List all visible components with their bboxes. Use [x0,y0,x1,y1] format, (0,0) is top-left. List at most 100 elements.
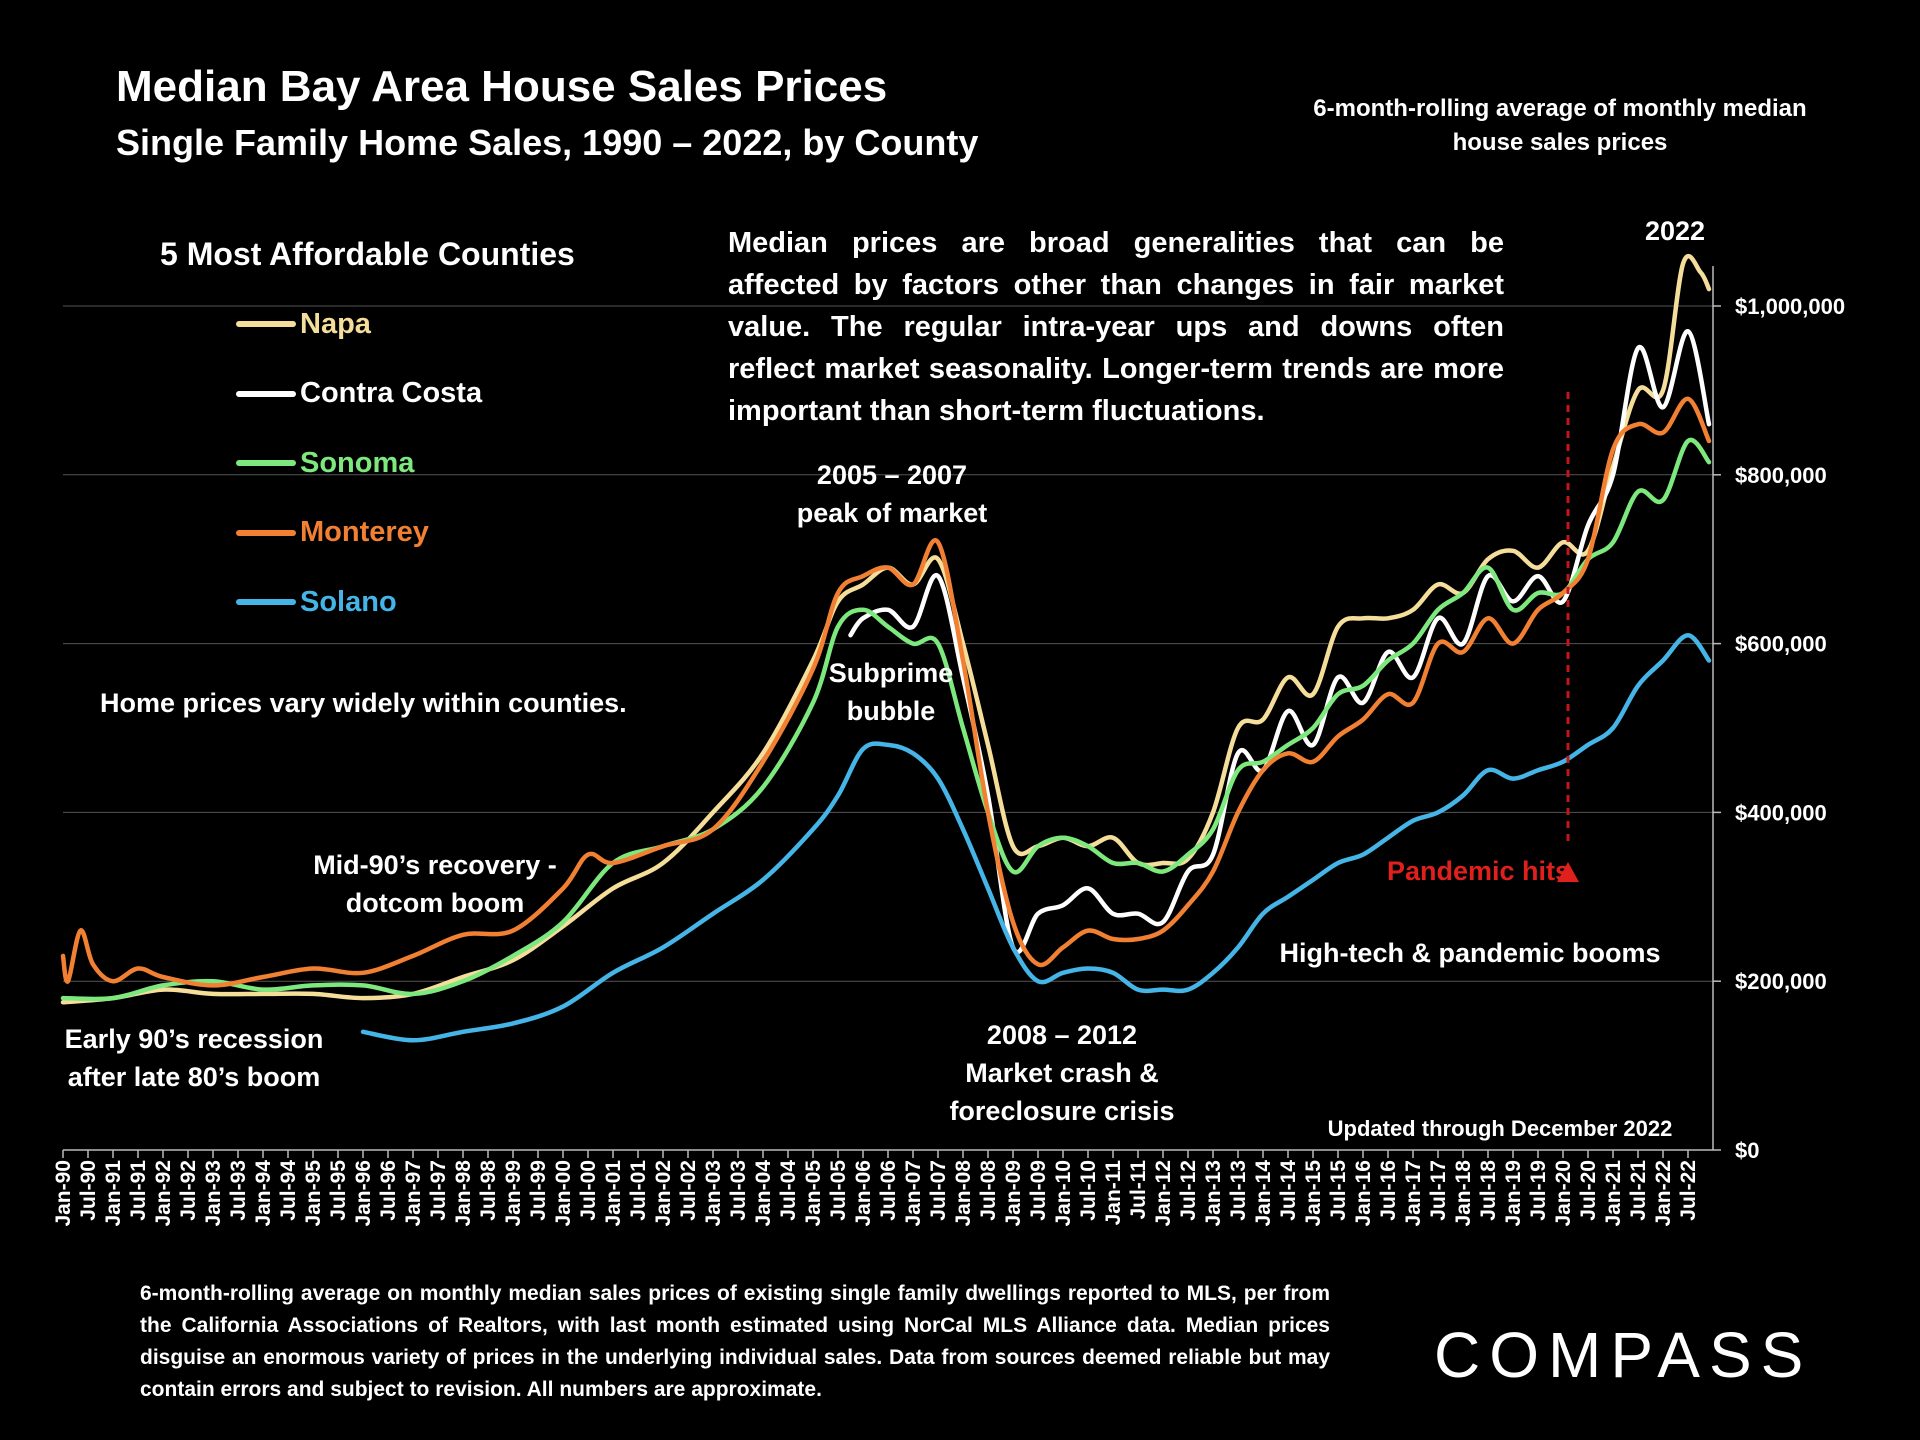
annotation-crash-years: 2008 – 2012 [986,1020,1138,1050]
legend-swatch [236,321,296,327]
legend-swatch [236,599,296,605]
x-tick-label: Jan-04 [752,1160,775,1227]
x-tick-label: Jul-05 [827,1160,850,1221]
x-tick-label: Jul-07 [927,1160,950,1221]
rolling-average-note: 6-month-rolling average of monthly media… [1313,95,1807,156]
legend-item-monterey: Monterey [236,513,429,553]
x-tick-label: Jul-01 [627,1160,650,1221]
x-tick-label: Jan-09 [1002,1160,1025,1227]
x-tick-label: Jul-03 [727,1160,750,1221]
annotation-2022: 2022 [1644,216,1706,246]
pandemic-marker [1557,392,1579,882]
x-tick-label: Jul-97 [427,1160,450,1221]
x-tick-label: Jan-94 [252,1160,275,1227]
x-tick-label: Jan-19 [1502,1160,1525,1227]
annotation-peak-label: peak of market [796,498,988,528]
x-tick-label: Jul-13 [1227,1160,1250,1221]
compass-logo: COMPASS [1434,1319,1813,1391]
y-tick-label: $0 [1735,1138,1759,1163]
x-tick-label: Jan-14 [1252,1160,1275,1227]
x-tick-label: Jan-95 [302,1160,325,1227]
annotation-dotcom: dotcom boom [345,888,525,918]
legend-title: 5 Most Affordable Counties [160,236,575,272]
x-tick-label: Jul-95 [327,1160,350,1221]
x-tick-label: Jan-92 [152,1160,175,1227]
legend-label: Sonoma [300,446,415,479]
page-title: Median Bay Area House Sales Prices [116,62,888,111]
legend-item-solano: Solano [236,582,397,622]
x-tick-label: Jan-07 [902,1160,925,1227]
x-tick-label: Jan-20 [1552,1160,1575,1227]
annotation-subprime: Subprime [828,658,954,688]
legend-swatch [236,529,296,536]
x-tick-label: Jan-02 [652,1160,675,1227]
x-tick-label: Jul-91 [127,1160,150,1221]
x-tick-label: Jan-05 [802,1160,825,1227]
x-tick-label: Jan-91 [102,1160,125,1227]
x-tick-label: Jul-19 [1527,1160,1550,1221]
series-line-monterey [60,396,1712,988]
footnote: 6-month-rolling average on monthly media… [140,1282,1330,1401]
x-tick-label: Jan-97 [402,1160,425,1227]
x-tick-label: Jul-11 [1127,1160,1150,1220]
x-tick-label: Jan-10 [1052,1160,1075,1227]
legend-label: Contra Costa [300,377,483,409]
page-subtitle: Single Family Home Sales, 1990 – 2022, b… [116,122,979,163]
legend-item-contra-costa: Contra Costa [236,374,482,414]
series-line-contra-costa [848,329,1712,955]
x-tick-label: Jul-98 [477,1160,500,1221]
x-tick-label: Jan-17 [1402,1160,1425,1227]
annotation-mid90s: Mid-90’s recovery - [313,850,557,880]
series-line-solano [360,632,1712,1043]
x-tick-label: Jul-17 [1427,1160,1450,1221]
annotation-updated: Updated through December 2022 [1327,1116,1673,1141]
x-tick-label: Jan-21 [1602,1160,1625,1227]
annotation-foreclosure: foreclosure crisis [949,1096,1175,1126]
x-tick-label: Jan-08 [952,1160,975,1227]
x-tick-label: Jul-22 [1677,1160,1700,1221]
y-tick-label: $1,000,000 [1735,294,1845,319]
x-tick-label: Jan-06 [852,1160,875,1227]
legend-item-napa: Napa [236,304,371,344]
x-tick-label: Jul-93 [227,1160,250,1221]
x-tick-label: Jan-11 [1102,1160,1125,1226]
x-tick-label: Jul-92 [177,1160,200,1221]
pandemic-triangle-icon [1557,862,1579,882]
x-tick-label: Jan-22 [1652,1160,1675,1227]
legend-item-sonoma: Sonoma [236,443,414,483]
legend-swatch [236,460,296,466]
x-tick-label: Jul-06 [877,1160,900,1221]
annotation-hightech: High-tech & pandemic booms [1279,938,1661,968]
annotation-peak-years: 2005 – 2007 [816,460,968,490]
x-tick-label: Jan-01 [602,1160,625,1227]
annotation-crash: Market crash & [965,1058,1159,1088]
x-tick-label: Jul-14 [1277,1160,1300,1221]
annotation-vary: Home prices vary widely within counties. [100,688,627,718]
x-tick-label: Jan-15 [1302,1160,1325,1227]
x-tick-label: Jul-00 [577,1160,600,1221]
x-tick-label: Jan-00 [552,1160,575,1227]
annotation-early90s: Early 90’s recession [64,1024,324,1054]
x-tick-label: Jan-93 [202,1160,225,1227]
y-tick-label: $400,000 [1735,800,1827,825]
x-tick-label: Jan-90 [52,1160,75,1227]
x-tick-label: Jul-02 [677,1160,700,1221]
x-tick-label: Jul-99 [527,1160,550,1221]
x-tick-label: Jul-10 [1077,1160,1100,1221]
description-text: Median prices are broad generalities tha… [728,227,1504,427]
x-tick-label: Jul-21 [1627,1160,1650,1221]
x-tick-label: Jan-96 [352,1160,375,1227]
x-tick-label: Jan-18 [1452,1160,1475,1227]
y-tick-label: $800,000 [1735,463,1827,488]
y-tick-label: $600,000 [1735,632,1827,657]
axes: $0 $200,000 $400,000 $600,000 $800,000 $1,000… [52,266,1845,1227]
legend-label: Monterey [300,516,429,548]
series-line-sonoma [60,437,1712,1002]
x-tick-label: Jan-16 [1352,1160,1375,1227]
x-tick-label: Jul-15 [1327,1160,1350,1221]
annotation-bubble: bubble [846,696,936,726]
x-tick-label: Jan-98 [452,1160,475,1227]
x-tick-label: Jul-16 [1377,1160,1400,1221]
x-tick-label: Jan-12 [1152,1160,1175,1227]
legend-label: Solano [300,585,397,618]
